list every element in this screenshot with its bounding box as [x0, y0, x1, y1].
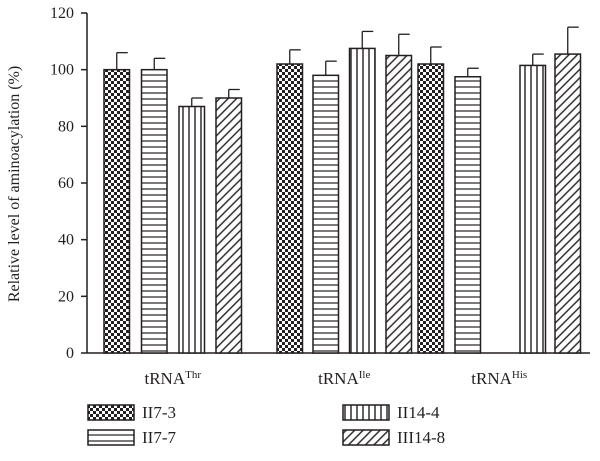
bar — [417, 63, 445, 354]
legend-label: II14-4 — [397, 403, 440, 422]
legend-swatch — [87, 404, 135, 421]
y-tick-label: 80 — [58, 118, 74, 135]
legend-label: II7-3 — [142, 403, 176, 422]
x-tick-label-base: tRNA — [144, 369, 185, 388]
x-tick-label-base: tRNA — [471, 369, 512, 388]
legend: II7-3 II7-7 II14-4 III14-8 — [87, 403, 445, 447]
y-tick-label: 100 — [50, 62, 74, 79]
bar — [276, 63, 304, 354]
y-axis-label: Relative level of aminoacylation (%) — [6, 66, 23, 302]
y-tick-label: 40 — [58, 232, 74, 249]
y-tick-label: 0 — [66, 345, 74, 362]
y-tick-label: 60 — [58, 175, 74, 192]
y-tick-label: 20 — [58, 288, 74, 305]
x-tick-label-superscript: His — [512, 369, 527, 381]
x-tick-label-base: tRNA — [318, 369, 359, 388]
x-tick-label-superscript: Ile — [359, 369, 371, 381]
bar — [554, 53, 582, 354]
bar — [178, 105, 206, 354]
bar — [348, 47, 376, 354]
y-tick-label: 120 — [50, 5, 74, 22]
legend-label: III14-8 — [397, 428, 445, 447]
bar — [312, 74, 340, 354]
legend-swatch — [342, 404, 390, 421]
x-tick-label-superscript: Thr — [185, 369, 201, 381]
x-tick-label: tRNAHis — [471, 369, 527, 388]
x-tick-label: tRNAIle — [318, 369, 370, 388]
bar — [519, 64, 547, 354]
bar — [385, 54, 413, 354]
bar — [454, 76, 482, 354]
legend-swatch — [342, 429, 390, 446]
legend-swatch — [87, 429, 135, 446]
bar — [215, 97, 243, 354]
x-tick-label: tRNAThr — [144, 369, 201, 388]
bar — [140, 68, 168, 354]
legend-label: II7-7 — [142, 428, 176, 447]
bar — [103, 68, 131, 354]
